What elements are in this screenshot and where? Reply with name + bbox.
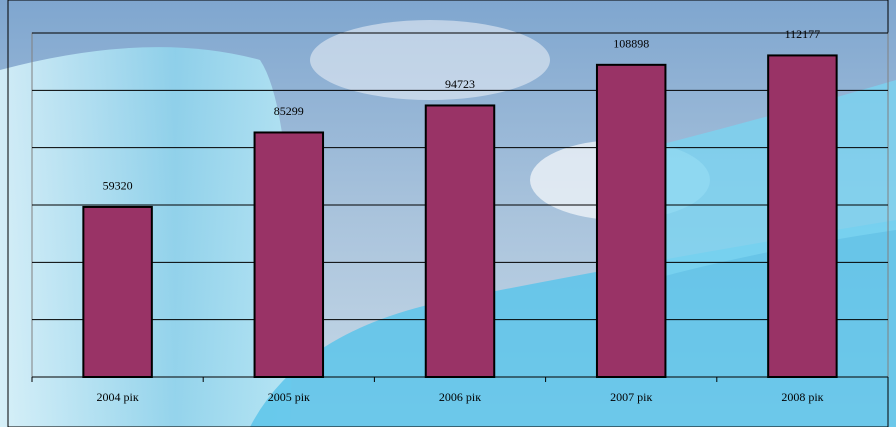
x-tick-label: 2006 рік [439,390,481,404]
x-tick-label: 2007 рік [610,390,652,404]
value-label: 59320 [103,179,133,193]
bar [767,54,838,378]
value-label: 85299 [274,104,304,118]
x-tick-label: 2004 рік [97,390,139,404]
bar [253,131,325,378]
value-label: 94723 [445,77,475,91]
value-label: 112177 [785,27,821,41]
value-label: 108898 [613,37,649,51]
bar [595,63,667,378]
x-tick-label: 2005 рік [268,390,310,404]
bar [424,104,496,379]
x-tick-label: 2008 рік [781,390,823,404]
bar [82,205,153,378]
